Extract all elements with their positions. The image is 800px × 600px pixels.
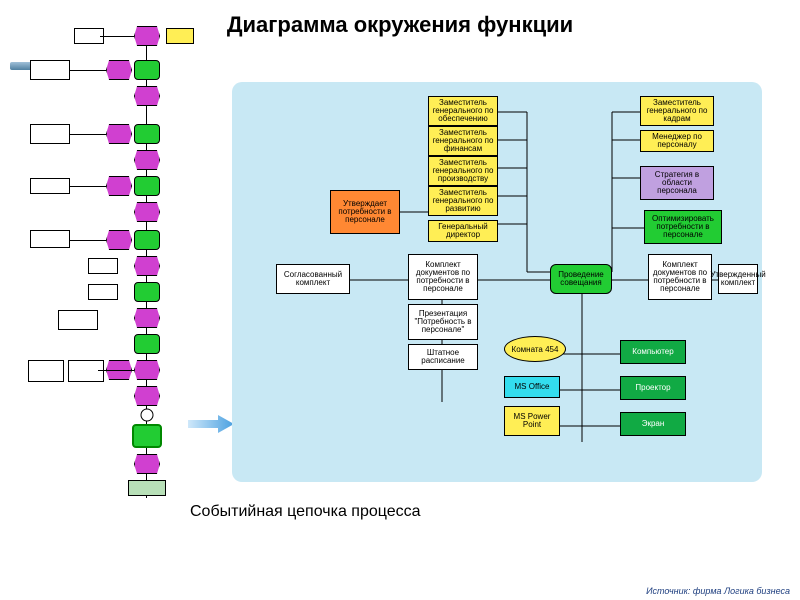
optimize-box: Оптимизировать потребности в персонале (644, 210, 722, 244)
role-0: Заместитель генерального по обеспечению (428, 96, 498, 126)
equip-2: Экран (620, 412, 686, 436)
sw-mspp: MS Power Point (504, 406, 560, 436)
equip-1: Проектор (620, 376, 686, 400)
epc-chain (28, 20, 183, 510)
doc-mid: Комплект документов по потребности в пер… (408, 254, 478, 300)
doc-left: Согласованный комплект (276, 264, 350, 294)
role-4: Генеральный директор (428, 220, 498, 242)
room-oval: Комната 454 (504, 336, 566, 362)
doc-right: Утвержденный комплект (718, 264, 758, 294)
link-arrow (188, 415, 234, 433)
strategy-box: Стратегия в области персонала (640, 166, 714, 200)
action-approve: Утверждает потребности в персонале (330, 190, 400, 234)
source-credit: Источник: фирма Логика бизнеса (646, 586, 790, 596)
equip-0: Компьютер (620, 340, 686, 364)
doc-mid3: Штатное расписание (408, 344, 478, 370)
role-2: Заместитель генерального по производству (428, 156, 498, 186)
subtitle: Событийная цепочка процесса (190, 503, 421, 521)
central-function: Проведение совещания (550, 264, 612, 294)
function-environment-panel: Утверждает потребности в персонале Замес… (232, 82, 762, 482)
doc-mid2: Презентация "Потребность в персонале" (408, 304, 478, 340)
role-r1: Менеджер по персоналу (640, 130, 714, 152)
doc-rmid: Комплект документов по потребности в пер… (648, 254, 712, 300)
role-3: Заместитель генерального по развитию (428, 186, 498, 216)
role-1: Заместитель генерального по финансам (428, 126, 498, 156)
sw-msoffice: MS Office (504, 376, 560, 398)
role-r0: Заместитель генерального по кадрам (640, 96, 714, 126)
